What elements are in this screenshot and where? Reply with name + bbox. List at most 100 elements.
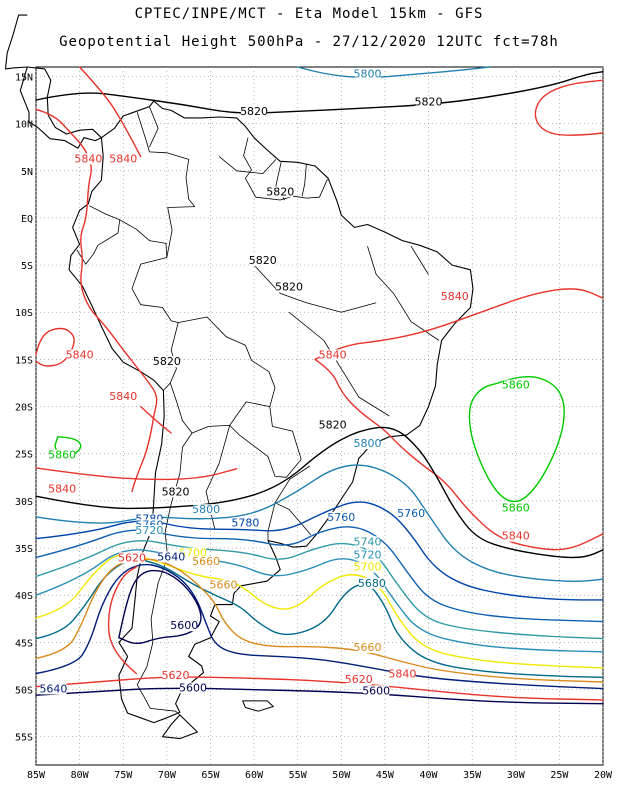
contour-5600-patagonia-low — [118, 569, 202, 644]
lat-tick-label: 15S — [15, 355, 33, 366]
contour-label: 5840 — [74, 152, 102, 165]
contour-label: 5660 — [210, 579, 238, 592]
contour-label: 5660 — [353, 641, 381, 654]
contour-5840-west-loop — [35, 327, 75, 367]
contour-label: 5840 — [502, 530, 530, 543]
contour-label: 5860 — [48, 449, 76, 462]
contour-5820-north — [35, 71, 604, 114]
contour-label: 5780 — [231, 516, 259, 529]
contour-5680 — [35, 559, 604, 678]
contour-5840-atlantic — [314, 358, 604, 551]
contour-label: 5840 — [109, 390, 137, 403]
central-america-coastline — [4, 14, 102, 139]
contour-label: 5800 — [192, 503, 220, 516]
lon-tick-label: 75W — [114, 770, 133, 781]
country-border — [288, 311, 390, 417]
contour-label-bg — [502, 530, 529, 542]
contour-5800-south — [35, 464, 604, 582]
contour-5640 — [35, 563, 604, 690]
lon-tick-label: 30W — [507, 770, 526, 781]
lat-tick-label: 45S — [15, 638, 33, 649]
contour-label-bg — [162, 486, 189, 498]
country-border — [253, 264, 377, 313]
lon-tick-label: 25W — [550, 770, 569, 781]
contour-label-bg — [354, 641, 381, 653]
lon-tick-label: 80W — [71, 770, 90, 781]
lat-tick-label: 25S — [15, 450, 33, 461]
contour-label-bg — [398, 507, 425, 519]
contour-label: 5760 — [327, 511, 355, 524]
contour-label-bg — [118, 552, 145, 564]
contour-5600-south — [35, 687, 604, 705]
contour-label: 5820 — [249, 254, 277, 267]
country-border — [149, 106, 159, 148]
lat-tick-label: 35S — [15, 544, 33, 555]
contour-5840-colombia — [78, 66, 142, 158]
contour-label-bg — [158, 551, 185, 563]
contour-label: 5640 — [157, 550, 185, 563]
lon-tick-label: 35W — [463, 770, 482, 781]
country-border — [163, 322, 179, 391]
contour-label-bg — [415, 96, 442, 108]
contour-label: 5840 — [441, 290, 469, 303]
contour-label: 5820 — [319, 418, 347, 431]
contour-label-bg — [354, 549, 381, 561]
country-border — [136, 432, 193, 716]
contour-label: 5760 — [397, 507, 425, 520]
contour-label: 5840 — [66, 349, 94, 362]
contour-label: 5620 — [118, 551, 146, 564]
country-border — [410, 245, 429, 275]
axis-tick-labels: 15N 10N 5N EQ 5S 10S 15S 20S 25S 30S 35S 40S 45S 50S 5… — [15, 72, 613, 781]
contour-label-bg — [267, 186, 294, 198]
contour-label-bg — [354, 536, 381, 548]
contour-label: 5720 — [353, 548, 381, 561]
contour-label-bg — [180, 682, 207, 694]
contour-label: 5620 — [162, 669, 190, 682]
country-border — [301, 164, 307, 197]
contour-label: 5820 — [275, 281, 303, 294]
contour-label-bg — [110, 153, 137, 165]
contour-label: 5820 — [415, 96, 443, 109]
country-border — [229, 401, 270, 426]
contour-label: 5700 — [353, 561, 381, 574]
contour-label-bg — [354, 561, 381, 573]
contour-label: 5840 — [109, 152, 137, 165]
contour-5620-south — [35, 676, 604, 701]
contour-label: 5720 — [135, 524, 163, 537]
lat-tick-label: EQ — [21, 214, 33, 225]
lat-tick-label: 5S — [21, 261, 33, 272]
contour-label: 5600 — [170, 619, 198, 632]
contour-5840-brazil — [314, 288, 604, 361]
lon-tick-label: 50W — [332, 770, 351, 781]
contour-label: 5660 — [192, 555, 220, 568]
contour-label: 5840 — [319, 349, 347, 362]
contour-label: 5600 — [179, 681, 207, 694]
contour-label-bg — [66, 349, 93, 361]
lon-tick-label: 45W — [376, 770, 395, 781]
lat-tick-label: 10N — [15, 120, 33, 131]
falkland-islands-coastline — [242, 700, 274, 712]
contour-label: 5800 — [353, 67, 381, 80]
contour-label-bg — [153, 356, 180, 368]
contour-5840-south — [35, 467, 238, 481]
contour-5840-atlantic-north — [534, 79, 604, 136]
lat-tick-label: 20S — [15, 403, 33, 414]
contour-label-bg — [136, 513, 163, 525]
contour-label-bg — [75, 153, 102, 165]
contour-label-bg — [275, 281, 302, 293]
contour-label: 5600 — [362, 684, 390, 697]
contour-label: 5860 — [502, 501, 530, 514]
lat-tick-label: 5N — [21, 167, 33, 178]
contour-label: 5800 — [353, 437, 381, 450]
contour-label: 5640 — [39, 682, 67, 695]
contour-label: 5740 — [353, 535, 381, 548]
contour-label-bg — [40, 683, 67, 695]
contour-label-bg — [110, 391, 137, 403]
contour-label: 5820 — [153, 355, 181, 368]
country-border — [136, 112, 196, 207]
lon-tick-label: 60W — [245, 770, 264, 781]
contour-label-bg — [358, 577, 385, 589]
country-border — [76, 205, 121, 265]
contour-label: 5840 — [388, 667, 416, 680]
